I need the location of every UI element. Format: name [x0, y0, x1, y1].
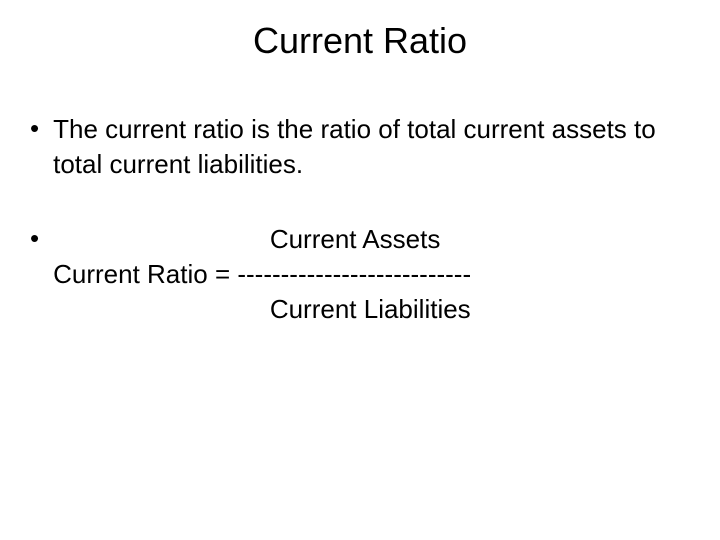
formula-denominator-line: Current Liabilities [53, 292, 471, 327]
formula-equation-line: Current Ratio = ------------------------… [53, 257, 471, 292]
bullet-marker: • [30, 112, 39, 146]
formula-item: • Current Assets Current Ratio = -------… [30, 222, 690, 327]
bullet-item-1: • The current ratio is the ratio of tota… [30, 112, 690, 182]
formula-numerator-line: Current Assets [53, 222, 471, 257]
slide-content: • The current ratio is the ratio of tota… [0, 112, 720, 327]
bullet-marker: • [30, 222, 39, 256]
slide-title: Current Ratio [0, 20, 720, 62]
bullet-text: The current ratio is the ratio of total … [53, 112, 690, 182]
formula-body: Current Assets Current Ratio = ---------… [53, 222, 471, 327]
